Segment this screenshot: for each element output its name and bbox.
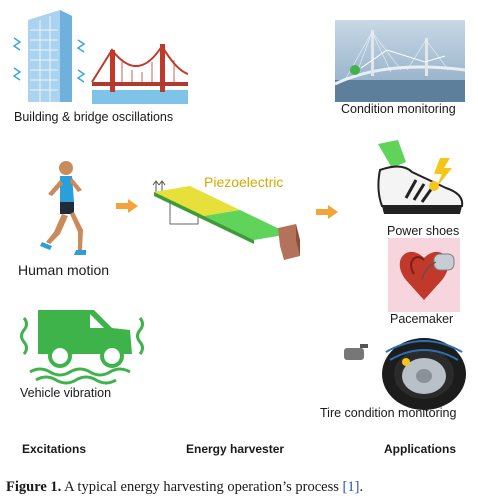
vehicle-illustration xyxy=(20,310,144,385)
arrow-right-icon xyxy=(116,199,138,213)
tire-monitoring-label: Tire condition monitoring xyxy=(320,406,457,420)
caption-text: A typical energy harvesting operation’s … xyxy=(61,479,343,495)
caption-end: . xyxy=(359,479,364,495)
vehicle-vibration-label: Vehicle vibration xyxy=(20,386,112,400)
condition-monitoring-label: Condition monitoring xyxy=(341,102,456,116)
energy-harvester-heading: Energy harvester xyxy=(186,442,285,456)
building-bridge-illustration xyxy=(12,10,189,104)
runner-illustration xyxy=(40,161,86,255)
power-shoes-illustration xyxy=(377,140,464,214)
excitations-heading: Excitations xyxy=(22,442,87,456)
applications-heading: Applications xyxy=(384,442,457,456)
piezoelectric-label: Piezoelectric xyxy=(204,174,284,190)
arrow-right-icon xyxy=(316,205,338,219)
figure-caption: Figure 1. A typical energy harvesting op… xyxy=(6,479,363,496)
pacemaker-label: Pacemaker xyxy=(390,312,454,326)
caption-reference-link[interactable]: [1] xyxy=(342,479,360,495)
tire-monitoring-illustration xyxy=(344,338,466,410)
pacemaker-illustration xyxy=(388,238,460,312)
figure-label: Figure 1. xyxy=(6,479,62,495)
piezoelectric-beam-illustration xyxy=(152,180,300,260)
building-bridge-label: Building & bridge oscillations xyxy=(14,110,174,124)
condition-monitoring-illustration xyxy=(334,20,466,102)
power-shoes-label: Power shoes xyxy=(387,224,460,238)
human-motion-label: Human motion xyxy=(18,262,110,278)
